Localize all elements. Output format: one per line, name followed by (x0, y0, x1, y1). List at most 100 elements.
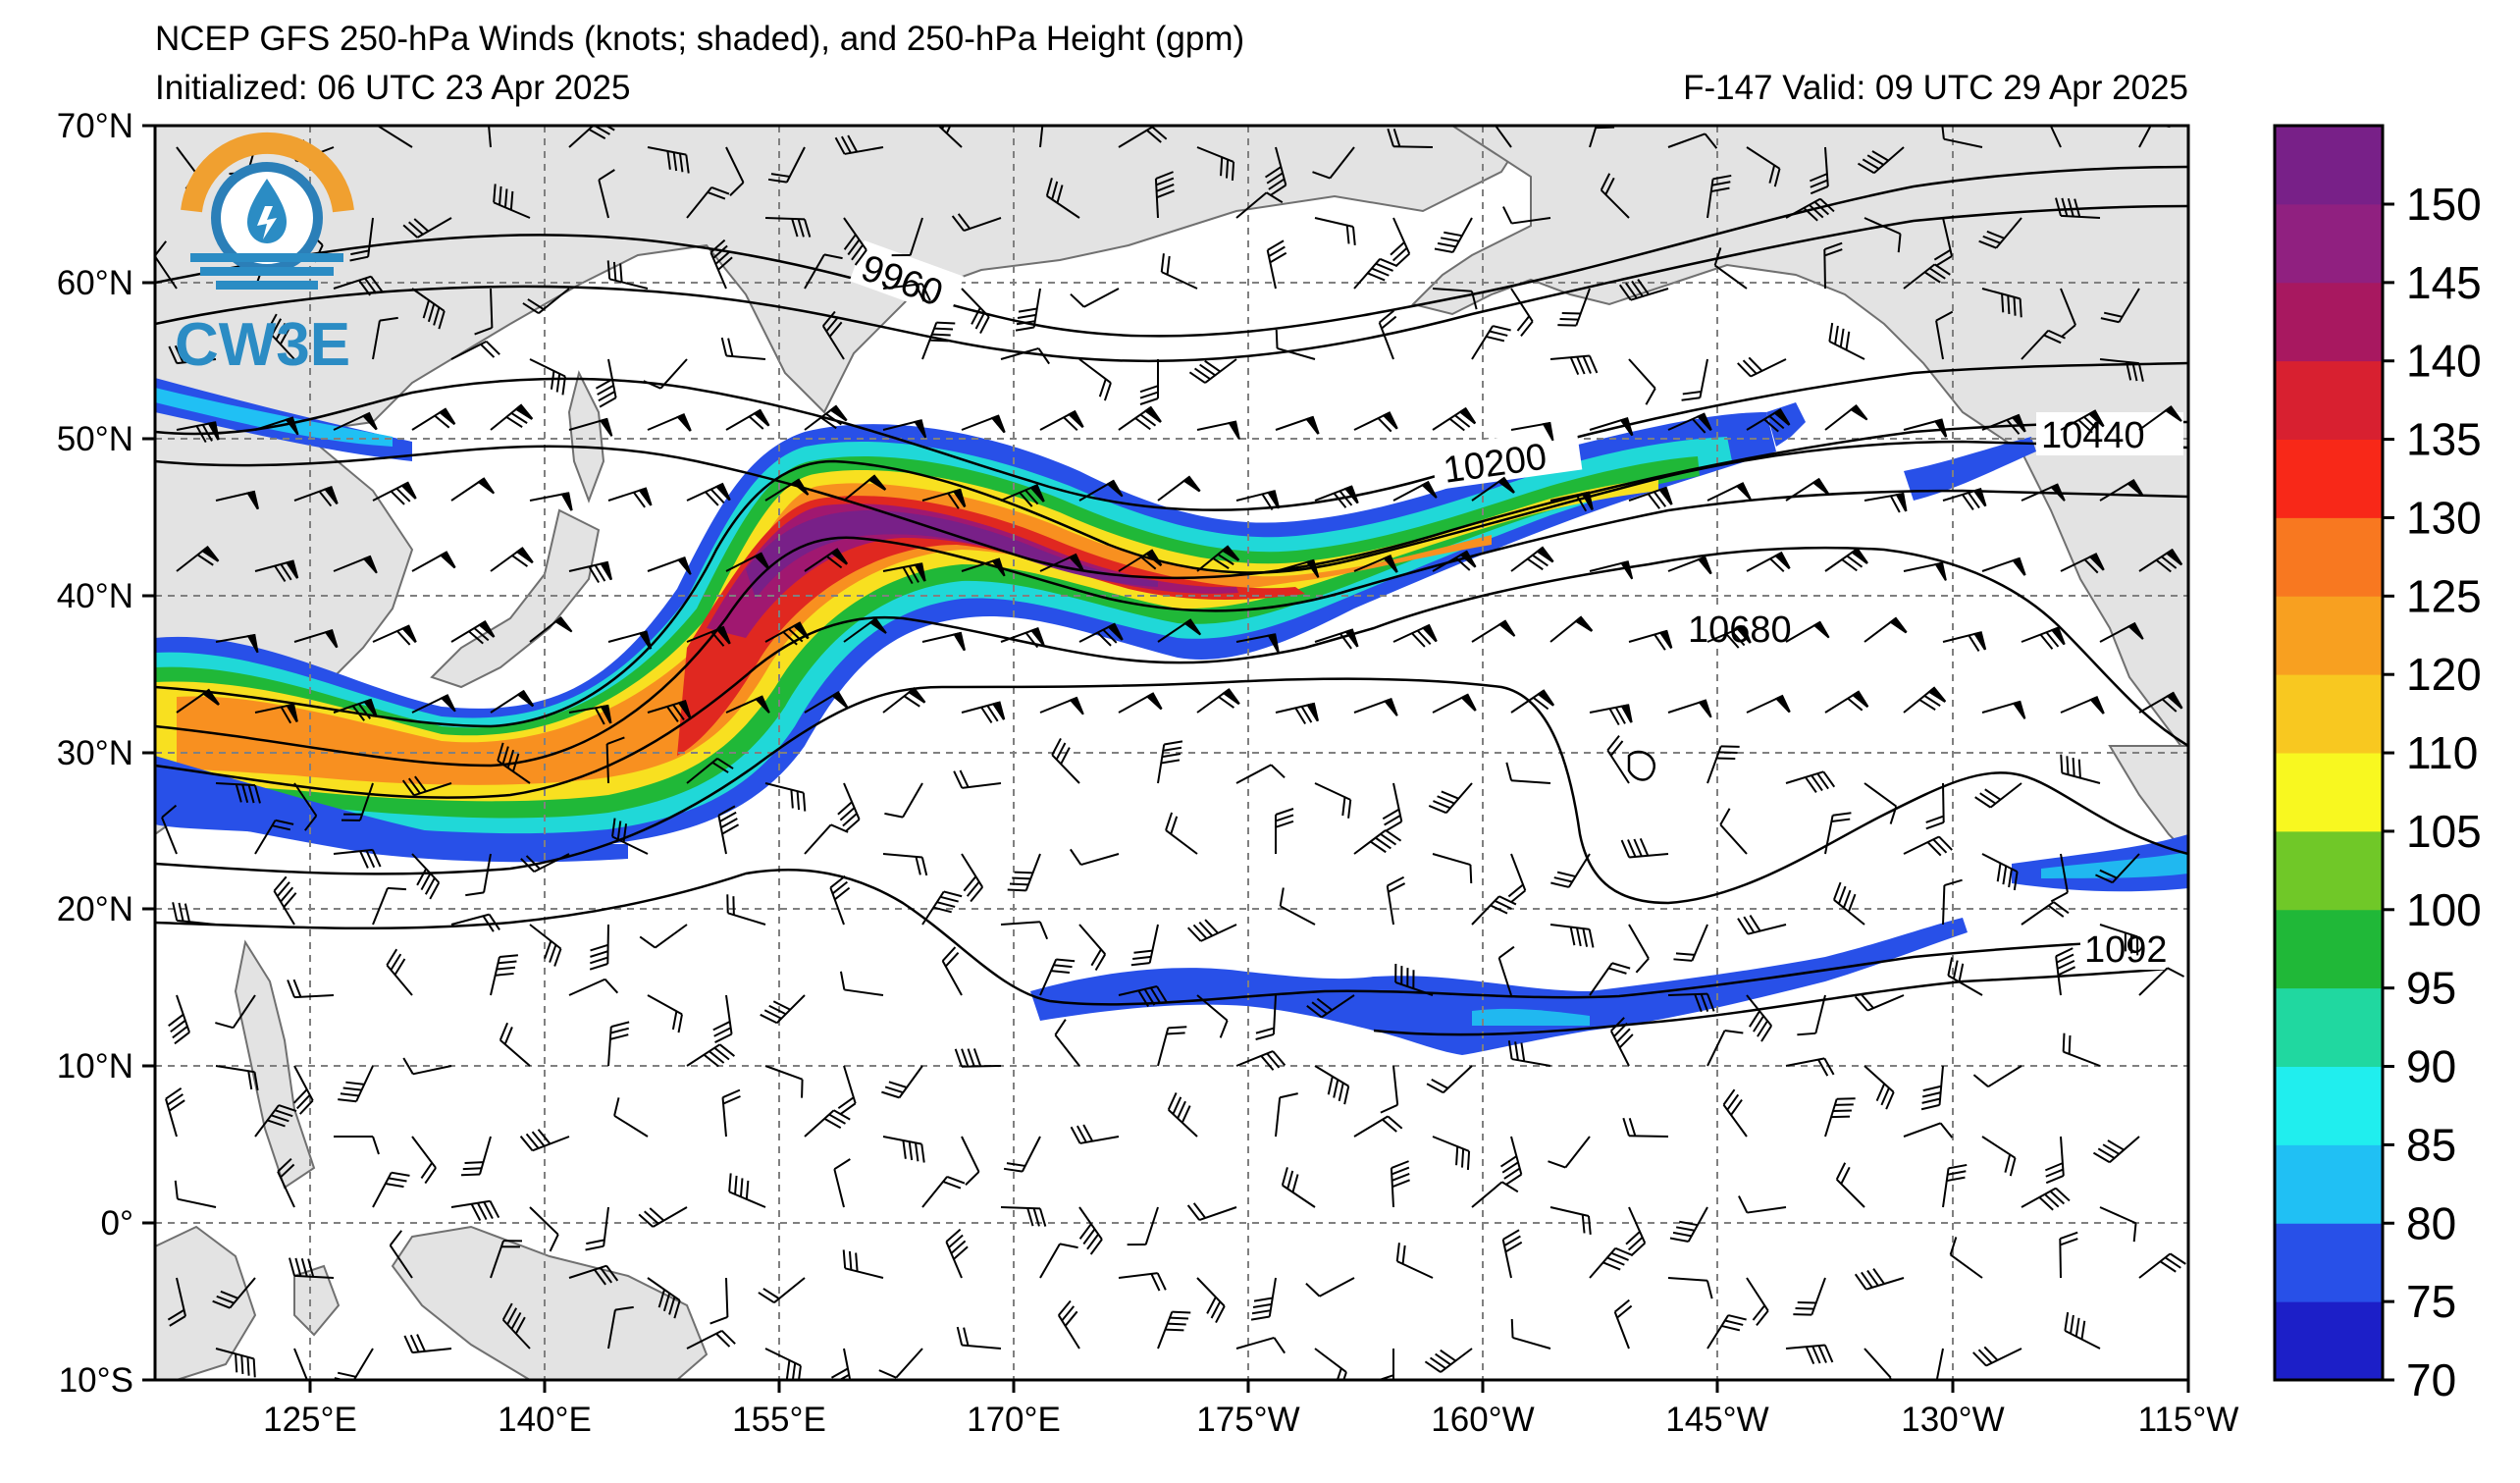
wind-barb (1935, 1348, 1944, 1380)
wind-barb (176, 545, 220, 572)
wind-barb (606, 260, 649, 290)
wind-barb (1864, 616, 1908, 643)
wind-barb (686, 482, 731, 506)
wind-barb (764, 782, 807, 812)
wind-barb (1669, 1206, 1708, 1243)
colorbar-swatch (2275, 1066, 2383, 1145)
wind-barb (1510, 689, 1555, 714)
colorbar-swatch (2275, 909, 2383, 989)
wind-barb (490, 403, 534, 431)
wind-barb (1250, 1277, 1277, 1321)
wind-barb (725, 695, 770, 714)
wind-barb (1039, 409, 1084, 432)
wind-barb (1609, 1017, 1634, 1067)
wind-barb (882, 419, 927, 439)
wind-barb (1510, 421, 1554, 442)
wind-barb (1667, 556, 1712, 575)
wind-barb (1314, 628, 1359, 650)
wind-barb (1549, 924, 1595, 948)
wind-barb (333, 848, 382, 869)
wind-barb (760, 994, 806, 1025)
wind-barb (254, 703, 298, 724)
wind-barb (1432, 288, 1478, 310)
lat-label-70n: 70°N (57, 107, 133, 145)
wind-barb (2138, 967, 2185, 996)
wind-barbs (155, 126, 2186, 1380)
wind-barb (2099, 924, 2139, 956)
wind-barb (717, 805, 740, 855)
wind-barb (2138, 548, 2183, 573)
wind-barb (1078, 622, 1124, 647)
lat-label-40n: 40°N (57, 577, 133, 615)
wind-barb (1353, 411, 1398, 433)
valid-time: F-147 Valid: 09 UTC 29 Apr 2025 (1683, 69, 2188, 107)
wind-barb (1667, 132, 1718, 149)
lon-label-125e: 125°E (263, 1401, 357, 1439)
wind-barb (843, 474, 887, 502)
wind-barb (891, 217, 923, 257)
wind-barb (1235, 490, 1281, 510)
wind-barb (1428, 782, 1473, 815)
wind-barb (709, 238, 733, 290)
wind-barb (1471, 619, 1516, 643)
logo-wave-2 (200, 267, 334, 276)
wind-barb (2099, 358, 2144, 382)
wind-barb (1118, 405, 1162, 431)
wind-barb (411, 694, 456, 714)
wind-barb (1275, 702, 1319, 725)
wind-barb (1785, 620, 1830, 643)
wind-barb (1000, 484, 1045, 507)
wind-barb (1738, 1195, 1787, 1214)
colorbar-tick-label: 135 (2406, 414, 2482, 465)
wind-barb (647, 556, 692, 575)
wind-barb (954, 1048, 1002, 1068)
wind-barb (1376, 1349, 1394, 1380)
latitude-labels: 70°N 60°N 50°N 40°N 30°N 20°N 10°N 0° 10… (57, 107, 133, 1400)
wind-barb (881, 1065, 923, 1099)
wind-barb (585, 1206, 609, 1251)
wind-barb (1548, 1136, 1591, 1169)
wind-barb (333, 555, 378, 574)
wind-barb (956, 1326, 1002, 1350)
wind-barb (266, 313, 295, 360)
graticule (155, 126, 2188, 1380)
wind-barb (2138, 1252, 2186, 1279)
colorbar-swatch (2275, 674, 2383, 754)
wind-barb (2138, 405, 2182, 431)
colorbar-tick-label: 140 (2406, 336, 2482, 387)
wind-barb (1620, 838, 1669, 859)
wind-barb (1981, 1136, 2017, 1177)
wind-barb (1003, 1136, 1041, 1173)
wind-barb (607, 1305, 634, 1350)
jet-subtropical (1030, 918, 1968, 1055)
wind-barb (2060, 288, 2076, 339)
wind-barb (1196, 146, 1235, 181)
wind-barb (174, 1180, 217, 1208)
wind-barb (411, 853, 441, 900)
wind-barb (1353, 257, 1398, 290)
wind-barb (833, 1158, 851, 1208)
wind-barb (1432, 1136, 1471, 1170)
wind-barb (1589, 1246, 1634, 1279)
wind-barb (1507, 1040, 1551, 1067)
wind-barb (1972, 1346, 2022, 1367)
wind-barb (1942, 631, 1987, 652)
wind-barb (1432, 693, 1477, 714)
colorbar-tick-label: 145 (2406, 257, 2482, 308)
wind-barb (647, 413, 692, 432)
wind-barb (2055, 197, 2101, 219)
wind-barb (1823, 241, 1843, 290)
wind-barb (215, 994, 256, 1030)
wind-barb (1706, 1030, 1744, 1067)
wind-barb (1824, 547, 1868, 572)
wind-barb (1835, 1162, 1865, 1208)
wind-barb (921, 488, 967, 509)
wind-barb (1785, 197, 1835, 222)
jet-northeast (1904, 437, 2036, 501)
wind-barb (2099, 1206, 2137, 1243)
logo-wave-1 (190, 253, 343, 262)
wind-barb (720, 337, 766, 360)
wind-barb (2050, 853, 2069, 903)
wind-barb (764, 217, 812, 238)
wind-barb (372, 481, 417, 505)
